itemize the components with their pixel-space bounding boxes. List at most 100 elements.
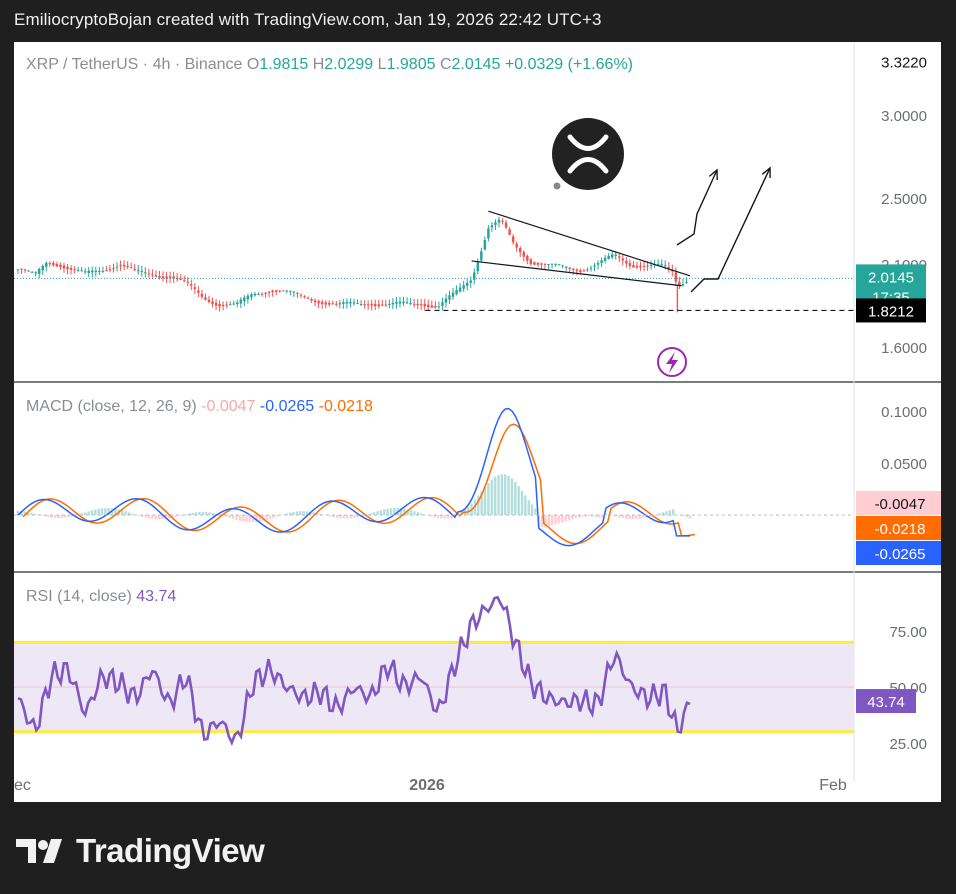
rsi-line [17, 595, 691, 746]
macd-histogram-bar [480, 491, 483, 516]
chart-panel[interactable]: 3.32203.00002.50002.10001.60002.014517:3… [14, 42, 941, 802]
candle-body [320, 301, 324, 305]
candle-body [441, 302, 444, 306]
candle-body [402, 301, 405, 304]
candle-body [649, 265, 653, 267]
candle-body [168, 276, 172, 279]
candle-body [16, 269, 20, 271]
candle-body [264, 292, 267, 294]
candle-body [112, 268, 115, 270]
candle-body [62, 265, 66, 269]
macd-histogram-bar [487, 483, 490, 516]
candle-body [236, 302, 239, 305]
candle-body [310, 299, 313, 301]
macd-histogram-bar [265, 515, 268, 520]
macd-histogram-bar [43, 515, 47, 517]
candle-body [642, 265, 646, 267]
macd-histogram-bar [285, 513, 288, 516]
candle-body [349, 301, 352, 304]
candle-body [306, 297, 310, 299]
candle-body [66, 266, 69, 270]
candle-body [388, 304, 391, 306]
macd-histogram-bar [208, 512, 211, 516]
macd-histogram-bar [641, 515, 645, 519]
candle-body [579, 270, 582, 273]
macd-histogram-bar [268, 515, 272, 519]
macd-histogram-bar [70, 515, 73, 517]
candle-body [133, 268, 136, 270]
candle-body [568, 267, 571, 269]
macd-line [17, 407, 690, 547]
candle-body [678, 281, 681, 286]
candle-body [533, 262, 536, 265]
macd-histogram-bar [40, 515, 43, 516]
macd-histogram-bar [504, 474, 507, 516]
ohlc-label: L [378, 56, 387, 73]
candle-body [140, 270, 144, 272]
macd-histogram-bar [184, 514, 188, 516]
candle-body [182, 280, 186, 282]
macd-histogram-bar [20, 510, 23, 516]
macd-tag-signal-value: -0.0218 [875, 521, 926, 538]
candle-body [83, 271, 87, 273]
x-axis-label: ec [14, 777, 31, 794]
macd-histogram-bar [614, 515, 618, 517]
candle-body [41, 265, 44, 271]
candle-body [603, 257, 607, 261]
candle-body [228, 304, 232, 306]
candle-body [80, 270, 83, 272]
macd-histogram-bar [376, 511, 379, 516]
candle-body [243, 297, 246, 302]
chart-svg[interactable]: 3.32203.00002.50002.10001.60002.014517:3… [14, 42, 941, 802]
macd-histogram-bar [540, 515, 544, 527]
candle-body [473, 272, 476, 280]
macd-histogram-bar [393, 507, 396, 516]
ohlc-value: 2.0299 [324, 56, 377, 73]
candle-body [664, 265, 667, 267]
candle-body [200, 293, 204, 297]
macd-histogram-bar [685, 515, 688, 518]
candle-body [416, 304, 419, 306]
macd-histogram-bar [178, 515, 181, 516]
macd-histogram-bar [154, 515, 157, 520]
macd-histogram-bar [231, 515, 235, 519]
macd-histogram-bar [127, 512, 131, 516]
macd-histogram-bar [446, 515, 450, 519]
macd-histogram-bar [409, 510, 413, 516]
macd-histogram-bar [30, 512, 33, 516]
candle-body [197, 290, 200, 293]
macd-histogram-bar [524, 495, 527, 516]
macd-histogram-bar [638, 515, 641, 519]
macd-histogram-bar [245, 515, 248, 522]
projection-arrow [690, 167, 771, 293]
candle-body [572, 268, 575, 270]
macd-histogram-bar [493, 476, 497, 516]
candle-body [483, 240, 487, 250]
macd-histogram-bar [312, 512, 315, 516]
candle-body [147, 273, 151, 275]
candle-body [30, 271, 34, 273]
macd-histogram-bar [329, 515, 332, 517]
macd-histogram-bar [665, 511, 668, 516]
macd-histogram-bar [547, 515, 551, 527]
candle-body [557, 264, 561, 266]
macd-histogram-bar [577, 515, 581, 518]
macd-histogram-bar [635, 515, 638, 520]
price-change: +0.0329 (+1.66%) [505, 56, 633, 73]
macd-histogram-bar [137, 515, 141, 516]
candle-body [522, 252, 526, 257]
candle-body [257, 293, 260, 295]
candle-body [23, 269, 27, 271]
macd-histogram-bar [433, 515, 436, 518]
candle-body [179, 278, 182, 280]
price-axis-tick: 2.5000 [881, 191, 927, 208]
macd-histogram-bar [147, 515, 151, 519]
candle-body [37, 268, 41, 274]
projection-arrow-head [761, 166, 771, 179]
macd-histogram-bar [87, 511, 90, 516]
candle-body [540, 263, 543, 265]
macd-histogram-bar [514, 481, 517, 516]
macd-histogram-bar [426, 515, 430, 516]
macd-histogram-bar [624, 515, 628, 519]
macd-histogram-bar [658, 513, 661, 516]
